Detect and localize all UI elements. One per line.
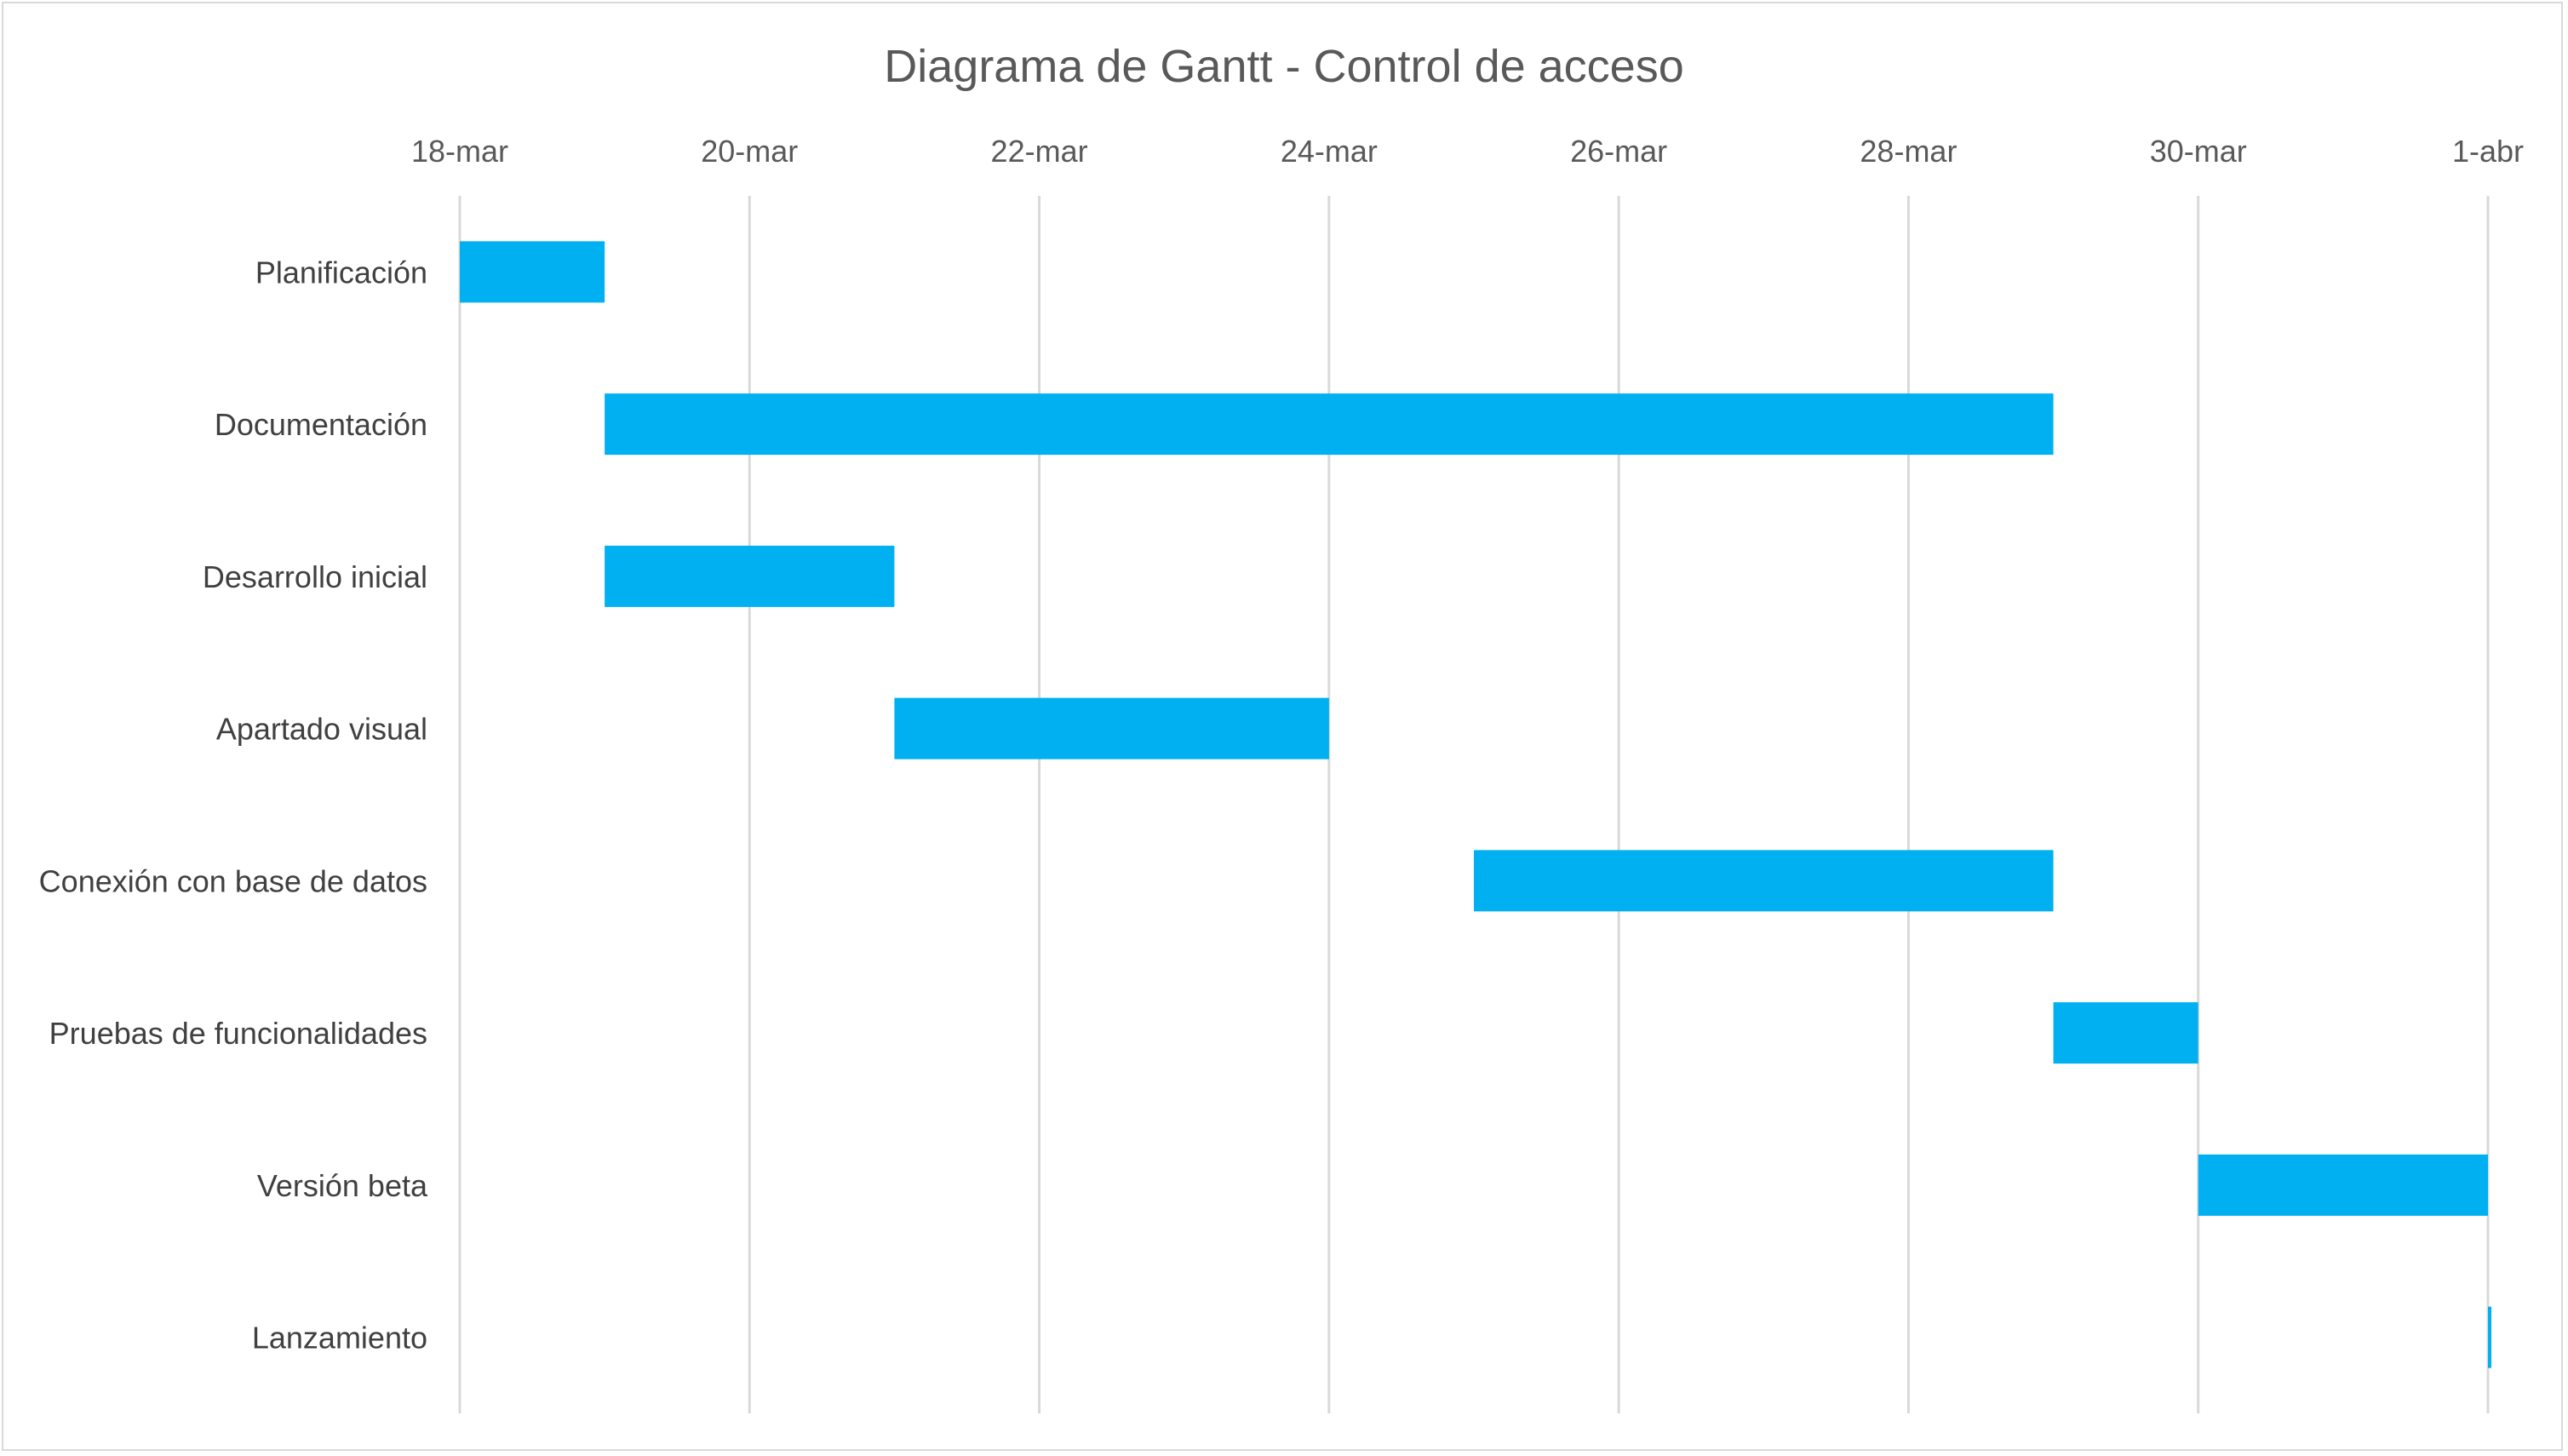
category-label: Apartado visual <box>216 712 427 747</box>
x-tick-label: 20-mar <box>701 134 798 169</box>
x-tick-label: 28-mar <box>1860 134 1957 169</box>
task-bar <box>2198 1154 2488 1216</box>
x-tick-label: 26-mar <box>1570 134 1667 169</box>
category-label: Conexión con base de datos <box>39 863 427 898</box>
task-bar <box>605 393 2054 456</box>
category-label: Versión beta <box>257 1168 428 1203</box>
task-bars <box>460 241 2491 1368</box>
gantt-chart: Diagrama de Gantt - Control de acceso 18… <box>39 41 2524 1413</box>
x-tick-label: 1-abr <box>2452 134 2524 169</box>
x-tick-labels: 18-mar 20-mar 22-mar 24-mar 26-mar 28-mar 30-m… <box>411 134 2524 169</box>
category-label: Lanzamiento <box>252 1321 427 1356</box>
task-bar <box>2053 1002 2198 1064</box>
category-label: Pruebas de funcionalidades <box>49 1016 427 1051</box>
x-tick-label: 30-mar <box>2150 134 2247 169</box>
chart-title: Diagrama de Gantt - Control de acceso <box>884 41 1683 92</box>
x-tick-label: 24-mar <box>1281 134 1378 169</box>
task-bar <box>605 545 895 607</box>
category-label: Documentación <box>215 407 427 442</box>
grid-layer <box>458 196 2490 1413</box>
category-labels: Planificación Documentación Desarrollo ini… <box>39 255 428 1355</box>
task-bar <box>460 241 605 303</box>
task-bar <box>1474 850 2054 912</box>
category-label: Desarrollo inicial <box>203 559 427 594</box>
category-label: Planificación <box>255 255 427 289</box>
x-tick-label: 18-mar <box>411 134 508 169</box>
task-bar <box>2488 1306 2491 1368</box>
task-bar <box>894 697 1329 760</box>
x-tick-label: 22-mar <box>991 134 1088 169</box>
